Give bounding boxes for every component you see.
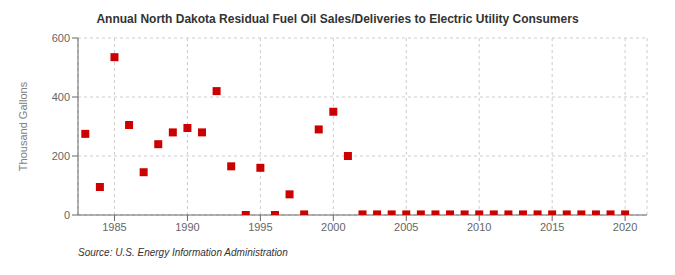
svg-text:2000: 2000 bbox=[321, 221, 345, 233]
svg-text:200: 200 bbox=[52, 150, 70, 162]
svg-text:0: 0 bbox=[64, 209, 70, 221]
html-text:Annual North Dakota Residual F: Annual North Dakota Residual Fuel Oil Sa… bbox=[96, 12, 579, 26]
svg-text:1990: 1990 bbox=[175, 221, 199, 233]
svg-text:400: 400 bbox=[52, 91, 70, 103]
html-text:Source: U.S. Energy Informatio: Source: U.S. Energy Information Administ… bbox=[78, 247, 288, 258]
svg-text:2020: 2020 bbox=[613, 221, 637, 233]
svg-text:2005: 2005 bbox=[394, 221, 418, 233]
svg-text:2015: 2015 bbox=[540, 221, 564, 233]
svg-text:2010: 2010 bbox=[467, 221, 491, 233]
svg-text:600: 600 bbox=[52, 32, 70, 44]
svg-text:1995: 1995 bbox=[248, 221, 272, 233]
svg-text:Thousand Gallons: Thousand Gallons bbox=[17, 81, 29, 171]
svg-text:1985: 1985 bbox=[102, 221, 126, 233]
